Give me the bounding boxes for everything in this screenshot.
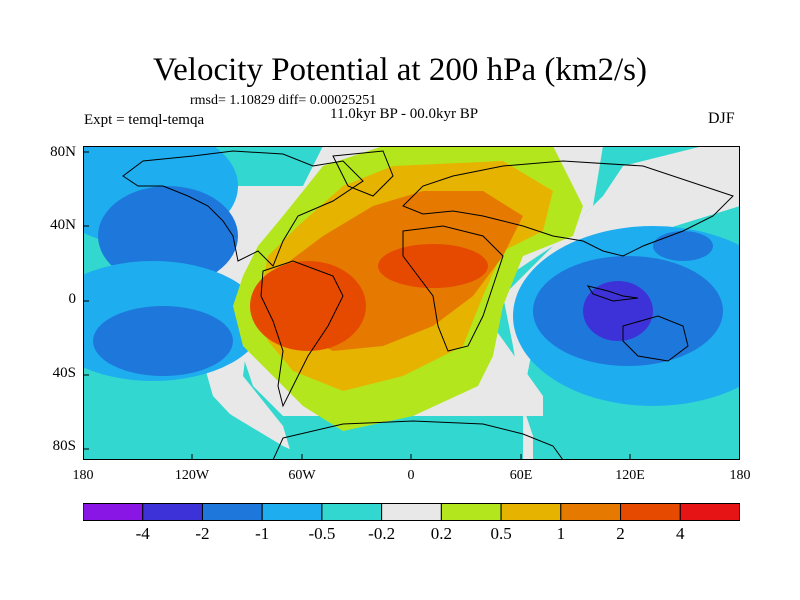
colorbar-swatch-0 [83, 503, 144, 521]
lon-label-120e: 120E [615, 468, 645, 483]
lon-label-60w: 60W [288, 468, 316, 483]
lat-label-40n: 40N [50, 217, 76, 233]
colorbar-label-7: 1 [556, 524, 566, 543]
experiment-label: Expt = temql-temqa [84, 112, 205, 128]
lon-label-180w: 180 [72, 468, 94, 483]
colorbar-swatch-2 [201, 503, 263, 521]
colorbar-label-2: -1 [255, 524, 270, 543]
colorbar-swatch-9 [620, 503, 681, 521]
lat-label-40s: 40S [52, 365, 76, 381]
colorbar-label-3: -0.5 [308, 524, 336, 543]
period-text: 11.0kyr BP - 00.0kyr BP [330, 106, 479, 122]
lon-label-60e: 60E [509, 468, 533, 483]
colorbar-swatch-6 [440, 503, 502, 521]
colorbar-label-4: -0.2 [368, 524, 396, 543]
colorbar-label-9: 4 [676, 524, 685, 543]
lat-label-80s: 80S [52, 438, 76, 454]
season-label: DJF [708, 110, 735, 127]
colorbar-label-6: 0.5 [490, 524, 512, 543]
colorbar-swatch-4 [321, 503, 383, 521]
colorbar-swatch-3 [261, 503, 323, 521]
colorbar-label-5: 0.2 [430, 524, 452, 543]
colorbar [83, 503, 740, 521]
velocity-potential-field [83, 146, 740, 460]
colorbar-swatch-8 [560, 503, 622, 521]
map-panel [83, 146, 740, 460]
colorbar-label-8: 2 [616, 524, 625, 543]
colorbar-swatch-7 [500, 503, 562, 521]
stats-text: rmsd= 1.10829 diff= 0.00025251 [190, 93, 377, 108]
lon-label-0: 0 [407, 468, 415, 483]
colorbar-label-1: -2 [195, 524, 210, 543]
colorbar-swatch-10 [679, 503, 740, 521]
plot-title: Velocity Potential at 200 hPa (km2/s) [152, 52, 648, 88]
colorbar-swatch-1 [142, 503, 203, 521]
lat-label-0: 0 [68, 291, 77, 307]
axis-ticks [83, 151, 631, 460]
lon-label-120w: 120W [174, 468, 210, 483]
lat-label-80n: 80N [50, 144, 76, 160]
lon-label-180e: 180 [729, 468, 751, 483]
colorbar-label-0: -4 [135, 524, 150, 543]
coastlines [122, 150, 734, 460]
colorbar-swatch-5 [381, 503, 442, 521]
